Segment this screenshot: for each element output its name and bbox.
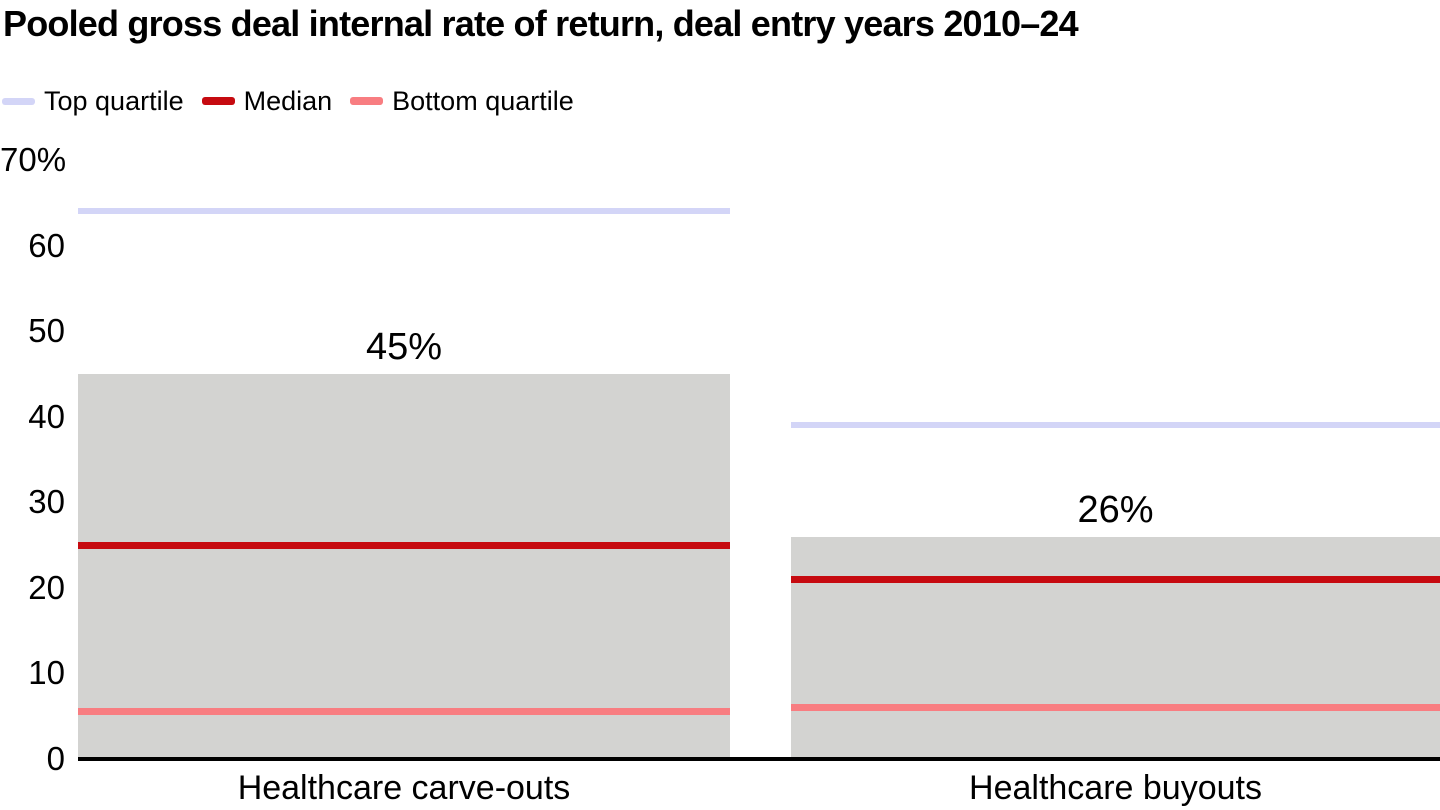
y-tick-label: 70% — [0, 141, 67, 178]
top-quartile-line — [78, 208, 730, 215]
bottom-quartile-line-swatch-icon — [350, 97, 384, 105]
median-line — [791, 575, 1440, 583]
legend-label: Bottom quartile — [392, 86, 574, 116]
category-group-healthcare-buyouts: 26% Healthcare buyouts — [791, 0, 1440, 810]
legend-label: Top quartile — [44, 86, 184, 116]
x-axis-line — [78, 757, 1440, 761]
top-quartile-line — [791, 422, 1440, 429]
category-label: Healthcare buyouts — [969, 769, 1262, 807]
bar-healthcare-buyouts — [791, 536, 1440, 759]
chart-title: Pooled gross deal internal rate of retur… — [3, 3, 1079, 44]
bottom-quartile-line — [791, 704, 1440, 712]
median-line-swatch-icon — [201, 97, 235, 105]
y-tick-label: 30 — [28, 483, 65, 521]
y-tick-label: 10 — [28, 654, 65, 692]
legend-item-median: Median — [201, 86, 333, 116]
legend-label: Median — [243, 86, 333, 116]
bottom-quartile-line — [78, 708, 730, 716]
median-line — [78, 541, 730, 549]
y-tick-label: 50 — [28, 312, 65, 350]
legend: Top quartile Median Bottom quartile — [2, 86, 574, 116]
y-tick-label: 20 — [28, 568, 65, 606]
legend-item-bottom-quartile: Bottom quartile — [350, 86, 574, 116]
category-label: Healthcare carve-outs — [237, 769, 571, 807]
bar-value-label: 45% — [365, 325, 443, 368]
bar-healthcare-carve-outs — [78, 373, 730, 759]
y-tick-label: 60 — [28, 226, 65, 264]
y-tick-label: 40 — [28, 397, 65, 435]
top-quartile-line-swatch-icon — [2, 97, 35, 105]
y-tick-label: 0 — [46, 740, 65, 777]
category-group-healthcare-carve-outs: 45% Healthcare carve-outs — [78, 0, 730, 810]
bar-value-label: 26% — [1077, 488, 1154, 531]
legend-item-top-quartile: Top quartile — [2, 86, 184, 116]
